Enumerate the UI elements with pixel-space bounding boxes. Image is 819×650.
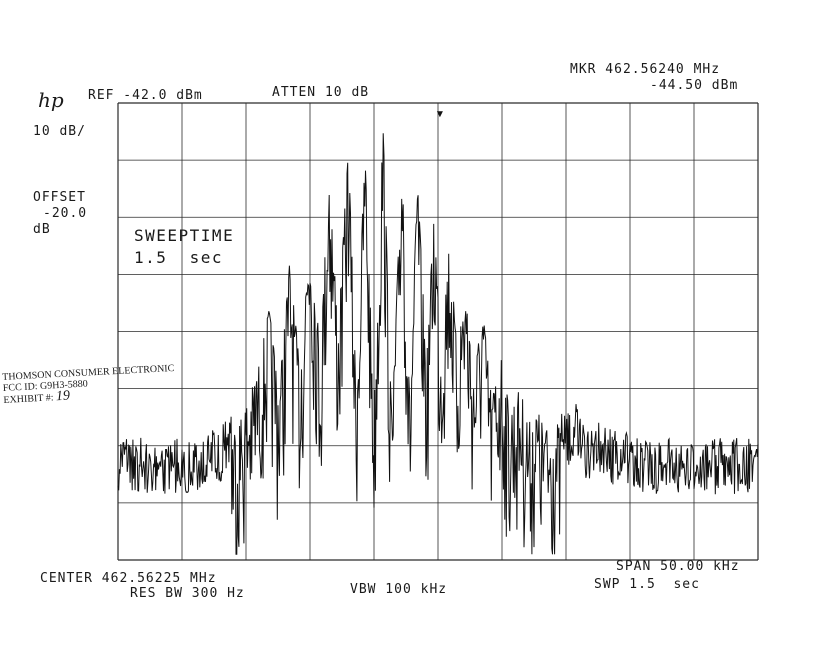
- res-bw-readout: RES BW 300 Hz: [130, 586, 245, 601]
- marker-level-readout: -44.50 dBm: [650, 78, 739, 93]
- vbw-readout: VBW 100 kHz: [350, 582, 448, 597]
- sweep-readout: SWP 1.5 sec: [594, 577, 700, 592]
- attenuation-readout: ATTEN 10 dB: [272, 85, 370, 100]
- marker-frequency-readout: MKR 462.56240 MHz: [570, 62, 721, 77]
- offset-unit: dB: [33, 222, 51, 237]
- trace-layer: [117, 111, 759, 555]
- offset-label: OFFSET: [33, 190, 86, 205]
- sweeptime-label: SWEEPTIME: [134, 226, 235, 245]
- scale-readout: 10 dB/: [33, 124, 86, 139]
- spectrum-trace: [117, 133, 759, 555]
- sweeptime-value: 1.5 sec: [134, 248, 224, 267]
- span-readout: SPAN 50.00 kHz: [616, 559, 740, 574]
- offset-value: -20.0: [43, 206, 88, 221]
- marker-point: [436, 111, 443, 118]
- hp-logo: hp: [38, 88, 64, 112]
- center-frequency-readout: CENTER 462.56225 MHz: [40, 571, 217, 586]
- ref-level-readout: REF -42.0 dBm: [88, 88, 203, 103]
